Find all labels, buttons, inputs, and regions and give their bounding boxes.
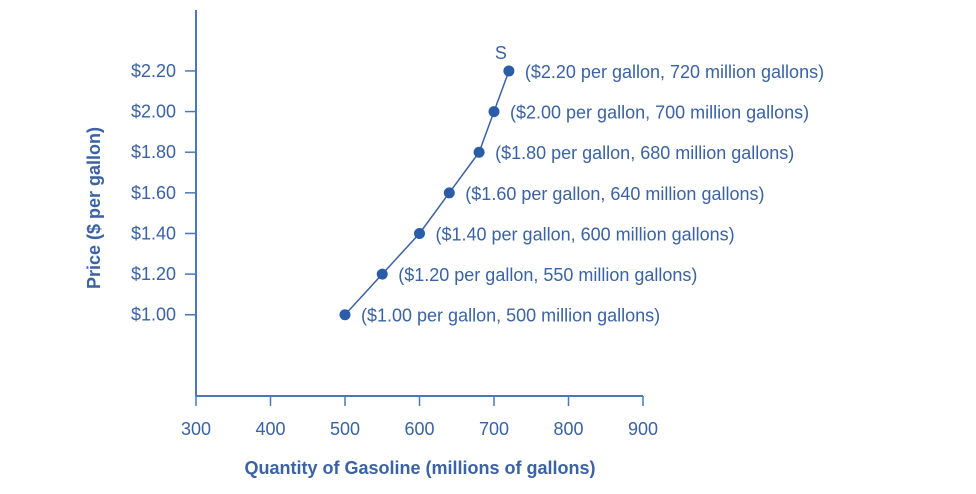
data-point xyxy=(376,268,388,280)
y-tick-label: $1.60 xyxy=(131,183,176,203)
y-tick-label: $1.40 xyxy=(131,223,176,243)
data-point xyxy=(339,309,351,321)
data-point-label: ($2.20 per gallon, 720 million gallons) xyxy=(525,62,824,82)
data-point xyxy=(473,146,485,158)
x-tick-label: 400 xyxy=(255,419,285,439)
data-point xyxy=(443,187,455,199)
x-tick-label: 600 xyxy=(404,419,434,439)
x-tick-label: 800 xyxy=(553,419,583,439)
y-tick-label: $2.00 xyxy=(131,102,176,122)
data-point-label: ($1.60 per gallon, 640 million gallons) xyxy=(465,184,764,204)
data-point-label: ($1.40 per gallon, 600 million gallons) xyxy=(436,224,735,244)
y-tick-label: $2.20 xyxy=(131,61,176,81)
axes: 300 400 500 600 700 800 900 $1.00 $1.20 $1.40 $1.6… xyxy=(131,10,658,439)
data-point-label: ($2.00 per gallon, 700 million gallons) xyxy=(510,103,809,123)
series-S: ($1.00 per gallon, 500 million gallons) (… xyxy=(339,43,824,326)
y-tick-label: $1.80 xyxy=(131,142,176,162)
x-tick-label: 900 xyxy=(628,419,658,439)
data-point-label: ($1.00 per gallon, 500 million gallons) xyxy=(361,306,660,326)
data-point-label: ($1.20 per gallon, 550 million gallons) xyxy=(398,265,697,285)
x-tick-label: 700 xyxy=(479,419,509,439)
y-axis-title: Price ($ per gallon) xyxy=(84,127,104,289)
series-label-S: S xyxy=(495,43,507,63)
data-point xyxy=(414,227,425,239)
x-tick-label: 300 xyxy=(181,419,211,439)
data-point xyxy=(488,106,500,118)
y-tick-label: $1.00 xyxy=(131,305,176,325)
x-tick-label: 500 xyxy=(330,419,360,439)
data-point xyxy=(503,65,515,77)
data-point-label: ($1.80 per gallon, 680 million gallons) xyxy=(495,143,794,163)
y-tick-label: $1.20 xyxy=(131,264,176,284)
x-axis-title: Quantity of Gasoline (millions of gallon… xyxy=(244,458,595,478)
